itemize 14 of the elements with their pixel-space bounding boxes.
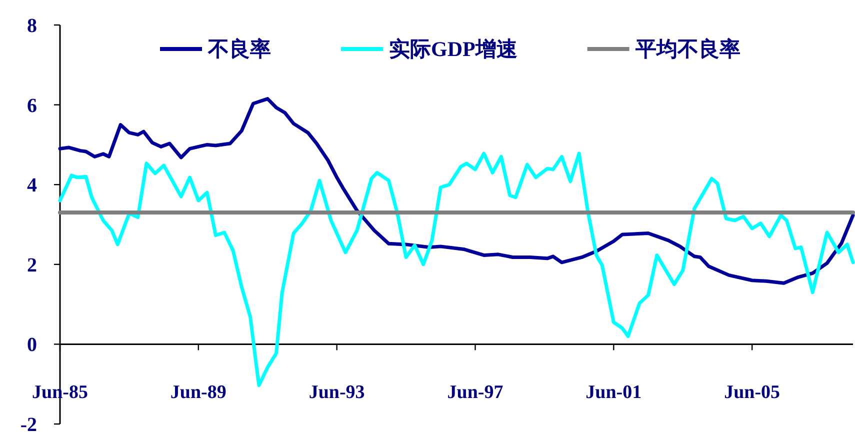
x-tick-label: Jun-05 [724,382,780,404]
legend-label: 不良率 [207,37,271,61]
y-tick-label: 4 [27,174,37,197]
x-tick-label: Jun-01 [586,382,642,404]
x-tick-label: Jun-89 [170,382,226,404]
x-tick-label: Jun-93 [308,382,365,404]
x-tick-label: Jun-97 [447,382,504,404]
legend-label: 平均不良率 [634,37,740,61]
legend-label: 实际GDP增速 [389,37,518,61]
y-tick-label: 2 [27,254,37,276]
y-tick-label: 0 [27,334,37,356]
y-tick-label: 6 [27,94,37,117]
y-tick-label: -2 [20,414,37,433]
y-tick-label: 8 [27,15,37,37]
